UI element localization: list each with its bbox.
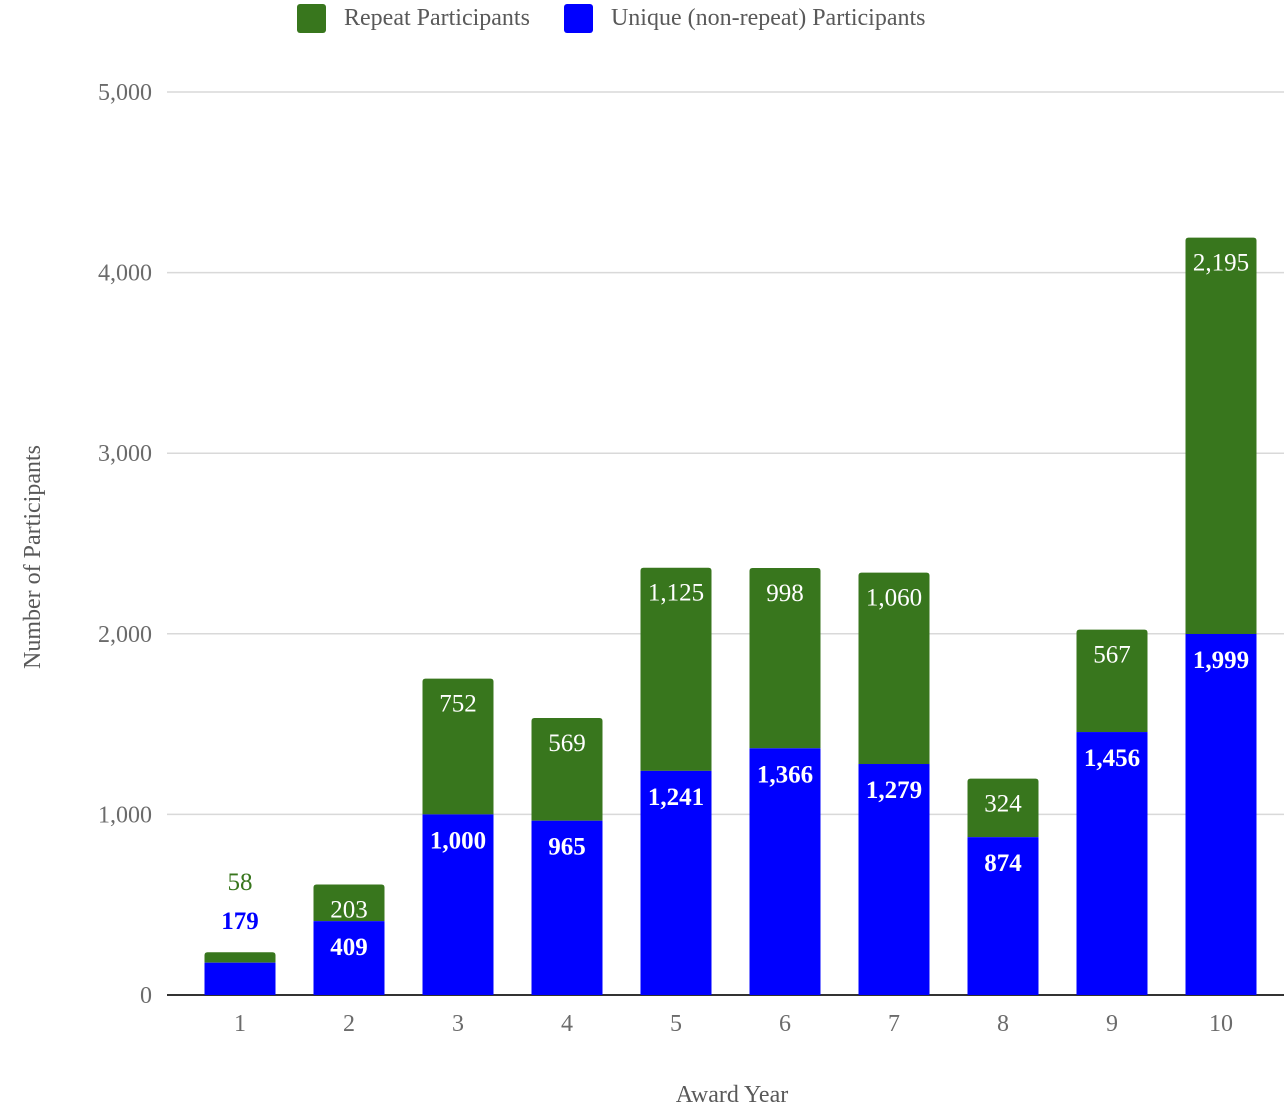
- bar-repeat[interactable]: [1076, 629, 1148, 733]
- y-tick-label: 1,000: [98, 802, 152, 828]
- bar-unique[interactable]: [204, 962, 276, 995]
- bar-repeat[interactable]: [640, 567, 712, 771]
- x-axis-title: Award Year: [676, 1082, 788, 1108]
- data-label-unique: 1,000: [430, 827, 486, 854]
- legend-item-unique[interactable]: Unique (non-repeat) Participants: [563, 4, 926, 33]
- bar-unique[interactable]: [967, 837, 1039, 995]
- legend-label-repeat: Repeat Participants: [344, 5, 530, 31]
- data-label-unique: 179: [221, 908, 259, 935]
- y-tick-label: 4,000: [98, 261, 152, 287]
- data-label-unique: 874: [984, 850, 1022, 877]
- x-tick-label: 2: [343, 1011, 355, 1037]
- y-axis-title: Number of Participants: [20, 445, 46, 669]
- bar-repeat[interactable]: [422, 678, 494, 815]
- bar-repeat[interactable]: [204, 952, 276, 963]
- data-label-repeat: 203: [330, 896, 368, 923]
- bar-unique[interactable]: [1185, 633, 1257, 995]
- bar-unique[interactable]: [749, 748, 821, 995]
- y-tick-label: 0: [140, 983, 152, 1009]
- bar-unique[interactable]: [313, 921, 385, 995]
- y-tick-label: 5,000: [98, 80, 152, 106]
- data-label-unique: 409: [330, 934, 368, 961]
- data-label-unique: 1,456: [1084, 745, 1140, 772]
- x-tick-label: 4: [561, 1011, 573, 1037]
- x-tick-label: 9: [1106, 1011, 1118, 1037]
- x-tick-label: 8: [997, 1011, 1009, 1037]
- data-label-repeat: 569: [548, 730, 586, 757]
- data-label-repeat: 1,125: [648, 580, 704, 607]
- bar-repeat[interactable]: [531, 717, 603, 821]
- bar-unique[interactable]: [422, 814, 494, 995]
- bar-repeat[interactable]: [313, 884, 385, 922]
- data-label-repeat: 1,060: [866, 585, 922, 612]
- data-label-unique: 965: [548, 834, 586, 861]
- legend-swatch-repeat: [297, 4, 326, 33]
- data-label-repeat: 2,195: [1193, 250, 1249, 277]
- bar-unique[interactable]: [1076, 732, 1148, 995]
- x-tick-label: 7: [888, 1011, 900, 1037]
- bar-unique[interactable]: [858, 764, 930, 995]
- x-tick-label: 10: [1209, 1011, 1233, 1037]
- legend-label-unique: Unique (non-repeat) Participants: [610, 5, 926, 31]
- bar-repeat[interactable]: [967, 778, 1039, 838]
- x-tick-label: 1: [234, 1011, 246, 1037]
- bar-repeat[interactable]: [858, 572, 930, 765]
- data-label-unique: 1,366: [757, 761, 813, 788]
- data-label-unique: 1,279: [866, 777, 922, 804]
- legend-item-repeat[interactable]: Repeat Participants: [297, 4, 530, 33]
- data-label-unique: 1,999: [1193, 647, 1249, 674]
- data-labels: 58 179 203 409 752 1,000 569 965 1,125 1,241 998 1,…: [221, 250, 1249, 962]
- data-label-repeat: 752: [439, 691, 477, 718]
- data-label-repeat: 324: [984, 791, 1022, 818]
- data-label-repeat: 567: [1093, 642, 1131, 669]
- bar-unique[interactable]: [531, 820, 603, 995]
- legend: Repeat Participants Unique (non-repeat) …: [297, 4, 960, 33]
- data-label-repeat: 998: [766, 580, 804, 607]
- bars: [204, 237, 1257, 995]
- x-tick-label: 5: [670, 1011, 682, 1037]
- bar-unique[interactable]: [640, 770, 712, 995]
- data-label-repeat: 58: [228, 869, 253, 896]
- x-axis-ticks: 1 2 3 4 5 6 7 8 9 10: [234, 1011, 1233, 1037]
- y-tick-label: 3,000: [98, 441, 152, 467]
- legend-swatch-unique: [563, 4, 593, 33]
- y-tick-label: 2,000: [98, 622, 152, 648]
- bar-repeat[interactable]: [1185, 237, 1257, 634]
- x-tick-label: 6: [779, 1011, 791, 1037]
- x-tick-label: 3: [452, 1011, 464, 1037]
- bar-repeat[interactable]: [749, 568, 821, 749]
- data-label-unique: 1,241: [648, 784, 704, 811]
